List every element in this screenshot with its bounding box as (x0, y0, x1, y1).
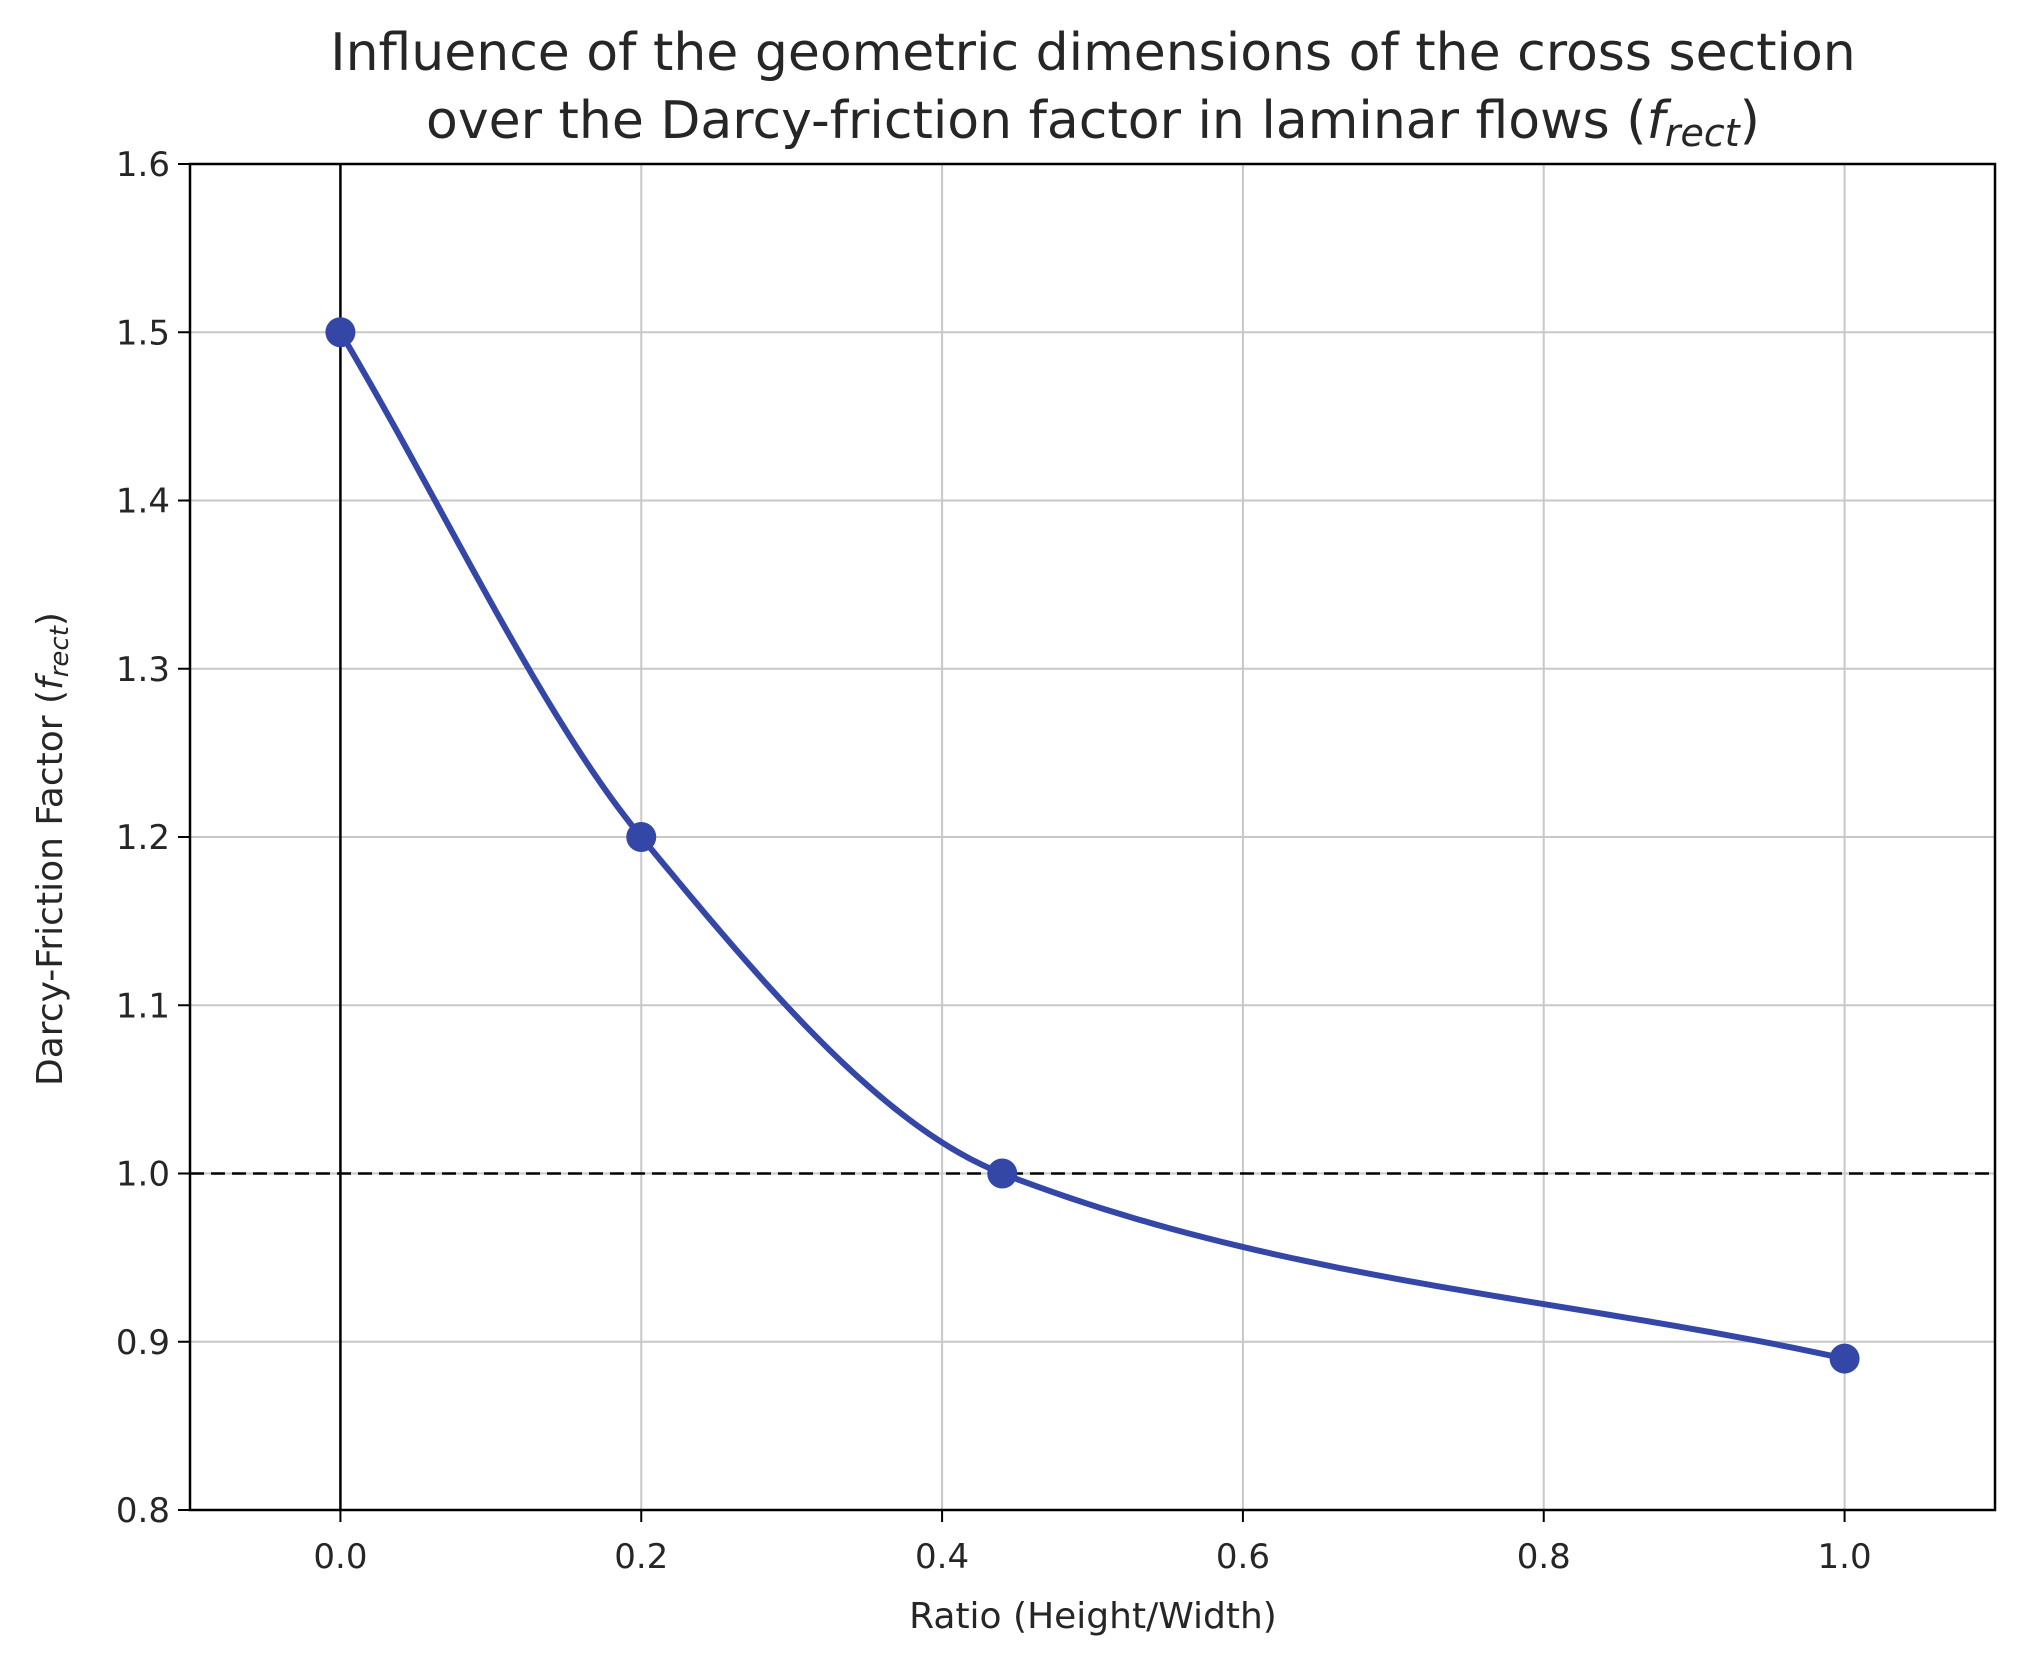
reference-lines (190, 164, 1995, 1510)
title-suffix: ) (1740, 91, 1760, 151)
y-label-subscript: rect (45, 625, 75, 677)
y-label-suffix: ) (30, 612, 71, 626)
data-point (1829, 1343, 1860, 1374)
x-tick-label: 0.6 (1216, 1537, 1270, 1577)
y-tick-label: 0.8 (116, 1491, 170, 1531)
y-axis-ticks: 0.8 0.9 1.0 1.1 1.2 1.3 1.4 1.5 1.6 (116, 145, 190, 1531)
y-tick-label: 1.5 (116, 313, 170, 353)
series-line (337, 329, 1848, 1362)
x-axis-ticks: 0.0 0.2 0.4 0.6 0.8 1.0 (313, 1510, 1872, 1577)
chart-title-line-1: Influence of the geometric dimensions of… (330, 23, 1856, 83)
y-tick-label: 1.0 (116, 1155, 170, 1195)
y-tick-label: 1.6 (116, 145, 170, 185)
y-tick-label: 1.2 (116, 818, 170, 858)
x-axis-label: Ratio (Height/Width) (909, 1596, 1277, 1637)
x-tick-label: 1.0 (1818, 1537, 1872, 1577)
data-point (987, 1158, 1018, 1189)
y-label-prefix: Darcy-Friction Factor ( (30, 690, 71, 1086)
y-tick-label: 1.1 (116, 986, 170, 1026)
x-tick-label: 0.0 (313, 1537, 367, 1577)
series-group (325, 317, 1860, 1374)
data-point (626, 822, 657, 852)
chart-title-line-2: over the Darcy-friction factor in lamina… (426, 91, 1760, 155)
y-tick-label: 1.3 (116, 650, 170, 690)
title-prefix: over the Darcy-friction factor in lamina… (426, 91, 1647, 151)
plot-frame (188, 162, 1997, 1512)
y-tick-label: 0.9 (116, 1323, 170, 1363)
x-tick-label: 0.8 (1517, 1537, 1571, 1577)
x-tick-label: 0.2 (614, 1537, 668, 1577)
y-tick-label: 1.4 (116, 482, 170, 522)
title-subscript: rect (1665, 111, 1742, 155)
data-point (325, 317, 356, 348)
x-tick-label: 0.4 (915, 1537, 969, 1577)
y-axis-label: Darcy-Friction Factor (frect) (30, 612, 75, 1086)
